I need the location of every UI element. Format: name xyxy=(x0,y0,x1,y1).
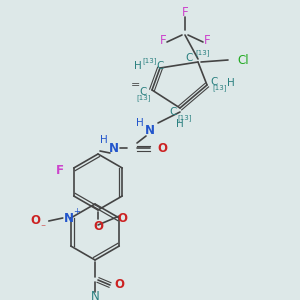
Text: O: O xyxy=(114,278,124,292)
Text: O: O xyxy=(31,214,41,227)
Text: ⁻: ⁻ xyxy=(40,223,45,233)
Text: [13]: [13] xyxy=(213,85,227,92)
Text: C: C xyxy=(140,87,147,97)
Text: H: H xyxy=(227,78,235,88)
Text: H: H xyxy=(136,118,144,128)
Text: C: C xyxy=(186,53,193,63)
Text: =: = xyxy=(131,80,141,90)
Text: +: + xyxy=(73,206,80,215)
Text: [13]: [13] xyxy=(196,50,210,56)
Text: H: H xyxy=(134,61,142,71)
Text: O: O xyxy=(117,212,127,226)
Text: [13]: [13] xyxy=(178,115,192,122)
Text: N: N xyxy=(91,290,99,300)
Text: [13]: [13] xyxy=(143,58,157,64)
Text: F: F xyxy=(160,34,166,46)
Text: N: N xyxy=(109,142,119,154)
Text: C: C xyxy=(169,107,177,117)
Text: Cl: Cl xyxy=(237,53,249,67)
Text: H: H xyxy=(176,119,184,129)
Text: O: O xyxy=(157,142,167,154)
Text: O: O xyxy=(93,220,103,232)
Text: H: H xyxy=(100,135,108,145)
Text: F: F xyxy=(182,5,188,19)
Text: N: N xyxy=(64,212,74,224)
Text: C: C xyxy=(156,61,164,71)
Text: [13]: [13] xyxy=(137,94,151,101)
Text: F: F xyxy=(56,164,64,176)
Text: C: C xyxy=(210,77,218,87)
Text: F: F xyxy=(204,34,210,46)
Text: N: N xyxy=(145,124,155,136)
